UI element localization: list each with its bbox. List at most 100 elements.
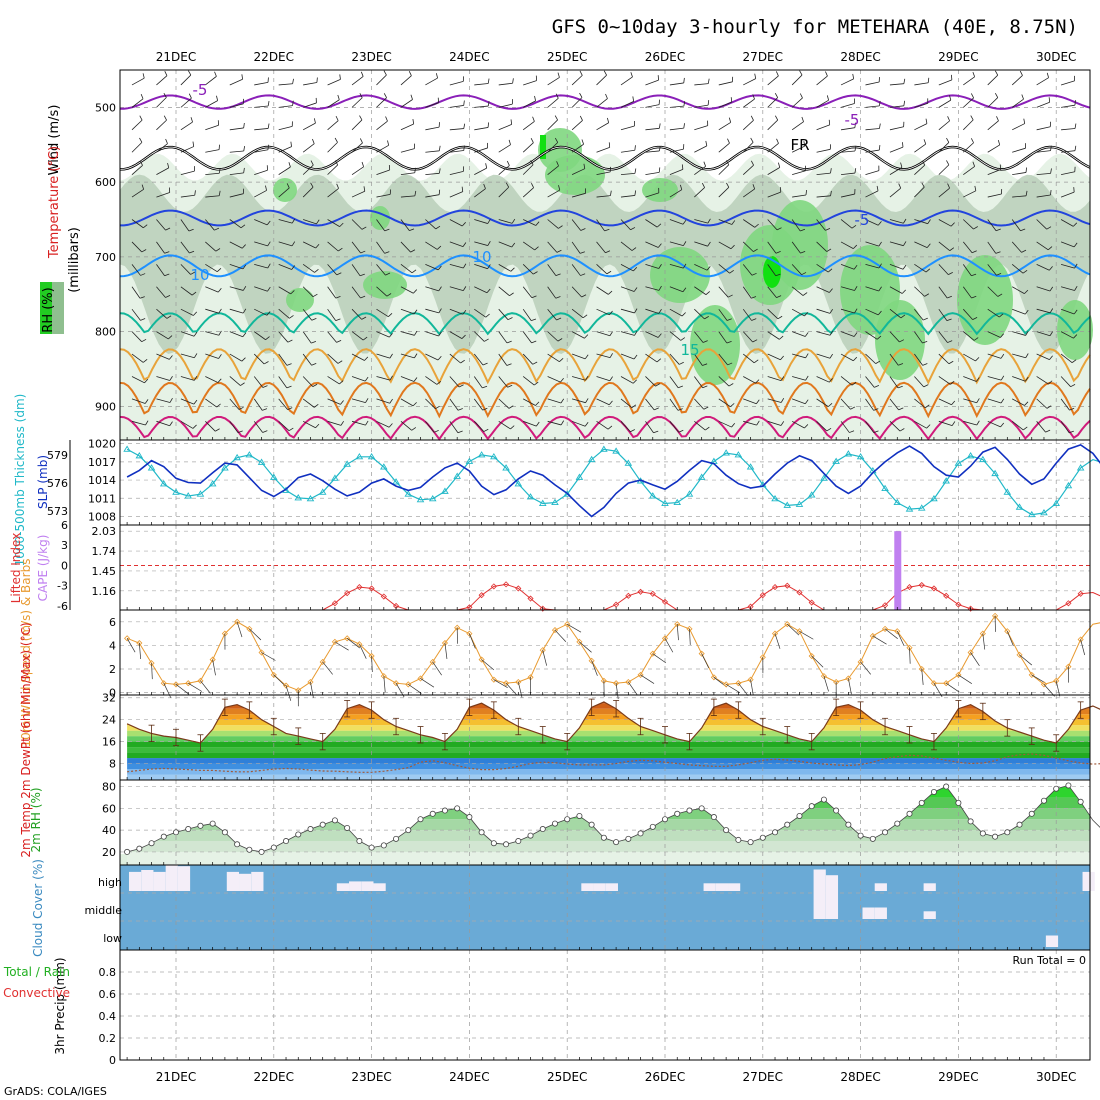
thickness-marker <box>685 490 694 497</box>
wind-barb <box>987 97 999 108</box>
wind-barb <box>1060 376 1071 387</box>
wind-barb <box>620 241 633 251</box>
wind-barb <box>767 376 782 382</box>
temperature-contour <box>120 94 1091 110</box>
wind-speed-marker <box>943 680 950 687</box>
rh-marker <box>576 812 583 819</box>
wind-barb <box>156 331 169 340</box>
wind-speed-marker <box>356 641 363 648</box>
thickness-marker <box>648 492 657 499</box>
wind-barb <box>596 195 611 198</box>
wind-barb <box>767 286 777 298</box>
wind-barb-flag <box>1000 333 1004 338</box>
wind-barb <box>278 241 293 247</box>
thickness-marker <box>233 453 241 461</box>
wind-barb <box>278 126 293 131</box>
lifted-index-marker <box>1077 590 1084 597</box>
wind-barb-flag <box>336 272 342 276</box>
surface-wind-barb <box>138 643 142 660</box>
wind-barb-flag <box>290 290 295 295</box>
surface-wind-barb <box>175 684 189 695</box>
rh-tick-label: 40 <box>102 824 116 837</box>
wind-barb-flag <box>682 287 687 292</box>
wind-barb-flag <box>655 383 661 387</box>
wind-barb-flag <box>677 408 683 411</box>
wind-barb-flag <box>829 288 833 293</box>
date-label-top: 25DEC <box>547 50 587 64</box>
wind-barb <box>1036 173 1051 176</box>
cloud-bar <box>862 907 875 919</box>
thickness-marker <box>1076 464 1085 471</box>
wind-barb-flag <box>610 190 612 196</box>
wind-barb <box>571 219 582 231</box>
wind-barb-flag <box>878 263 882 269</box>
wind-barb <box>596 98 608 108</box>
wind-barb <box>743 420 757 426</box>
temp-dewpoint-label: 2m Temp 2m DewPt (6hr Min/Max) (°C) <box>19 622 33 857</box>
wind-barb <box>840 398 851 410</box>
wind-barb-flag <box>581 294 587 298</box>
wind-barb-flag <box>414 167 416 173</box>
wind-barb-flag <box>560 377 564 383</box>
surface-wind-barb <box>811 655 824 668</box>
wind-barb <box>718 264 730 274</box>
wind-barb-flag <box>878 286 882 292</box>
lifted-index-marker <box>906 583 913 591</box>
rh-marker <box>466 814 473 821</box>
wind-barb <box>522 264 534 275</box>
rh-marker <box>1028 810 1035 817</box>
wind-barb <box>449 219 463 227</box>
thickness-marker <box>306 494 315 502</box>
surface-wind-barb <box>567 623 582 633</box>
surface-wind-barb <box>799 630 814 640</box>
temp-band <box>127 719 1090 726</box>
wind-speed-marker <box>869 632 876 640</box>
lifted-index-label: Lifted Index <box>9 533 23 604</box>
wind-barb <box>376 398 390 404</box>
wind-barb-flag <box>753 248 758 252</box>
wind-barb <box>400 148 415 153</box>
wind-speed-marker <box>490 676 497 683</box>
wind-barb-flag <box>970 115 974 121</box>
wind-barb <box>180 241 190 254</box>
wind-barb <box>522 241 535 251</box>
wind-barb <box>254 308 268 316</box>
wind-barb-flag <box>679 361 684 365</box>
wind-barb <box>156 119 167 131</box>
wind-speed-marker <box>172 681 180 688</box>
wind-barb-flag <box>337 94 340 100</box>
wind-barb <box>645 263 659 269</box>
wind-barb-flag <box>1049 308 1054 314</box>
wind-barb-flag <box>190 117 193 123</box>
wind-barb <box>620 398 633 409</box>
wind-barb <box>131 308 141 321</box>
wind-barb-flag <box>1050 145 1052 151</box>
wind-barb <box>791 97 803 108</box>
wind-barb <box>131 398 146 404</box>
wind-barb <box>694 398 705 410</box>
wind-barb <box>180 286 193 296</box>
surface-wind-barb <box>884 628 898 639</box>
rh-marker <box>992 833 999 840</box>
wind-barb-flag <box>902 264 907 270</box>
wind-barb-flag <box>437 265 442 271</box>
wind-barb <box>669 241 684 247</box>
wind-barb <box>669 331 681 341</box>
rh-marker <box>515 838 522 845</box>
wind-barb-flag <box>774 115 779 121</box>
wind-barb <box>205 421 216 432</box>
wind-barb-flag <box>829 353 834 359</box>
wind-barb <box>376 169 390 176</box>
wind-speed-marker <box>1053 677 1060 684</box>
wind-barb-flag <box>262 385 268 388</box>
wind-barb-flag <box>267 241 271 247</box>
wind-barb <box>571 286 582 298</box>
wind-barb <box>302 420 316 429</box>
wind-barb <box>914 264 927 273</box>
wind-barb <box>914 376 925 388</box>
wind-barb-flag <box>1068 430 1074 434</box>
wind-barb-flag <box>971 250 977 254</box>
rh-dark-blob <box>772 200 828 290</box>
contour-label: FR <box>790 136 809 154</box>
wind-barb-flag <box>604 228 610 232</box>
